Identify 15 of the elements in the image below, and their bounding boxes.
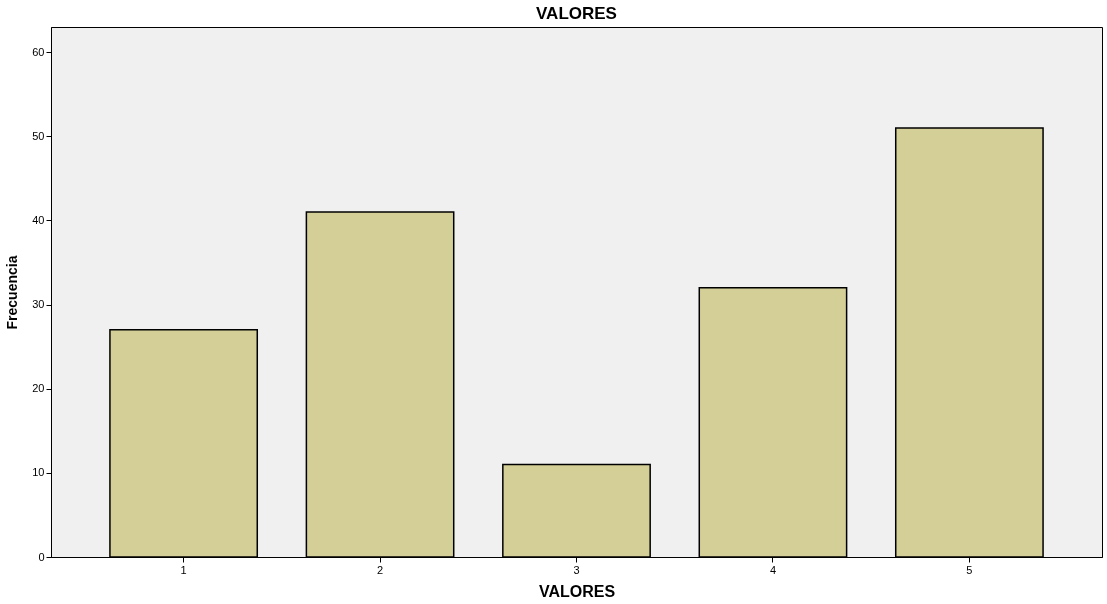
y-tick-label: 30	[32, 298, 45, 311]
y-tick-label: 60	[32, 45, 45, 58]
y-axis-title: Frecuencia	[4, 255, 21, 330]
y-tick-label: 10	[32, 466, 45, 479]
x-tick-label: 3	[573, 563, 580, 576]
x-tick-label: 5	[966, 563, 973, 576]
x-tick-label: 4	[769, 563, 777, 576]
chart-title: VALORES	[536, 4, 617, 23]
y-tick-label: 40	[32, 213, 45, 226]
y-tick-label: 50	[32, 129, 45, 142]
x-tick-label: 1	[180, 563, 187, 576]
x-axis-title: VALORES	[538, 582, 616, 600]
y-tick-label: 0	[38, 550, 45, 563]
y-tick-label: 20	[32, 382, 45, 395]
x-tick-label: 2	[376, 563, 384, 576]
